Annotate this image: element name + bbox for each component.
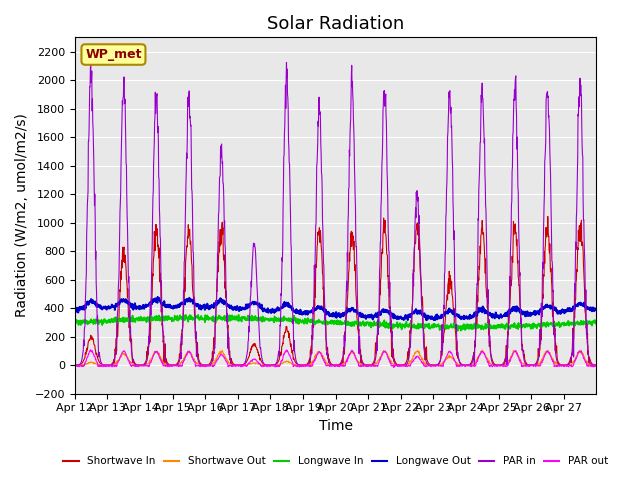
X-axis label: Time: Time xyxy=(319,419,353,433)
Text: WP_met: WP_met xyxy=(85,48,141,61)
Title: Solar Radiation: Solar Radiation xyxy=(267,15,404,33)
Legend: Shortwave In, Shortwave Out, Longwave In, Longwave Out, PAR in, PAR out: Shortwave In, Shortwave Out, Longwave In… xyxy=(59,452,612,470)
Y-axis label: Radiation (W/m2, umol/m2/s): Radiation (W/m2, umol/m2/s) xyxy=(15,114,29,317)
